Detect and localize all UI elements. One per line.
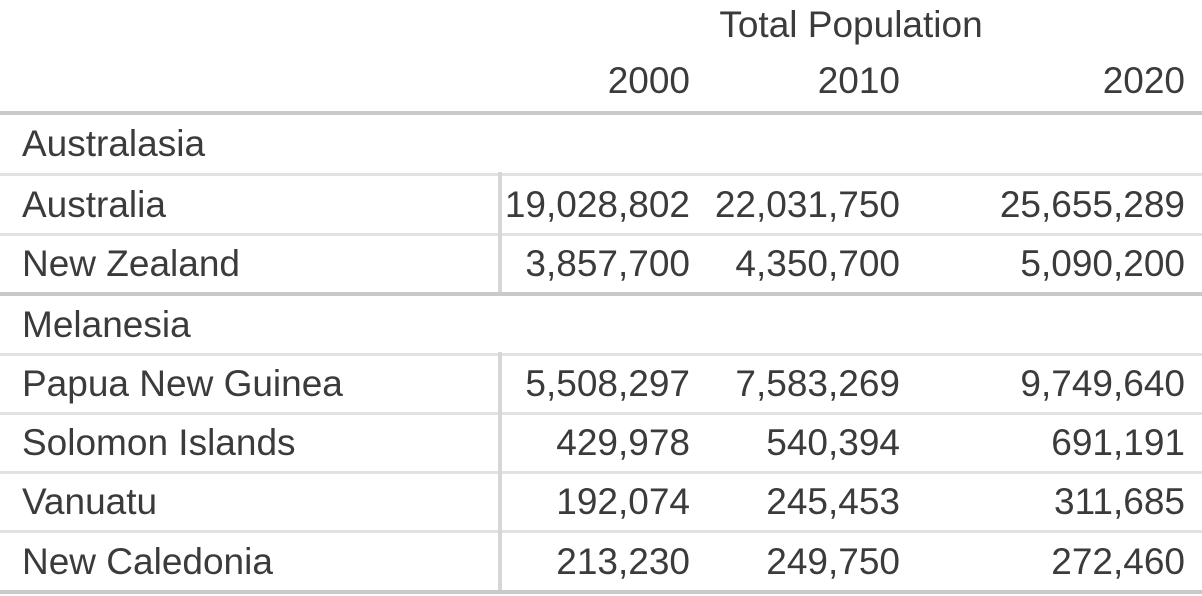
value-cell-2010: 7,583,269 [735, 363, 900, 404]
value-cell-2020: 9,749,640 [1020, 363, 1185, 404]
table-title: Total Population [719, 4, 983, 45]
table-row-new-caledonia: New Caledonia 213,230 249,750 272,460 [0, 530, 1202, 590]
table-row-vanuatu: Vanuatu 192,074 245,453 311,685 [0, 471, 1202, 530]
value-cell-2020: 691,191 [1051, 422, 1185, 463]
value-cell-2020: 311,685 [1054, 481, 1185, 522]
table-row-papua-new-guinea: Papua New Guinea 5,508,297 7,583,269 9,7… [0, 353, 1202, 412]
value-cell-2000: 192,074 [556, 481, 690, 522]
country-cell: New Zealand [22, 243, 241, 284]
value-cell-2010: 245,453 [766, 481, 900, 522]
value-cell-2000: 19,028,802 [504, 183, 690, 225]
header-spacer [0, 0, 500, 50]
group-row-melanesia: Melanesia [0, 292, 1202, 353]
country-cell: Solomon Islands [22, 422, 296, 463]
value-cell-2000: 213,230 [556, 540, 690, 582]
value-cell-2000: 429,978 [556, 422, 690, 463]
value-cell-2020: 5,090,200 [1020, 243, 1185, 284]
country-cell: Papua New Guinea [22, 363, 343, 404]
country-cell: Vanuatu [22, 481, 158, 522]
table-row-new-zealand: New Zealand 3,857,700 4,350,700 5,090,20… [0, 233, 1202, 292]
table-header-row: Total Population [0, 0, 1202, 50]
value-cell-2000: 3,857,700 [525, 243, 690, 284]
country-cell: Australia [22, 183, 166, 225]
value-cell-2010: 22,031,750 [714, 183, 900, 225]
value-cell-2000: 5,508,297 [525, 363, 690, 404]
group-label: Australasia [22, 123, 206, 164]
value-cell-2010: 540,394 [766, 422, 900, 463]
group-row-australasia: Australasia [0, 111, 1202, 173]
column-divider-segment [498, 172, 502, 292]
year-header-2000: 2000 [607, 59, 690, 101]
table-row-solomon-islands: Solomon Islands 429,978 540,394 691,191 [0, 412, 1202, 471]
year-header-row: 2000 2010 2020 [0, 50, 1202, 111]
group-label: Melanesia [22, 303, 191, 345]
column-divider-segment [498, 352, 502, 590]
value-cell-2020: 25,655,289 [999, 183, 1185, 225]
value-cell-2010: 249,750 [766, 540, 900, 582]
year-header-2020: 2020 [1102, 59, 1185, 101]
country-cell: New Caledonia [22, 540, 273, 582]
year-header-2010: 2010 [817, 59, 900, 101]
value-cell-2020: 272,460 [1051, 540, 1185, 582]
table-row-australia: Australia 19,028,802 22,031,750 25,655,2… [0, 173, 1202, 233]
value-cell-2010: 4,350,700 [735, 243, 900, 284]
header-spacer [0, 50, 500, 111]
